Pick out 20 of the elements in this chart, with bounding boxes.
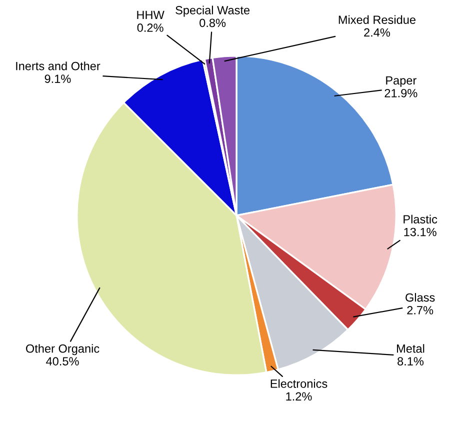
data-label: 40.5% bbox=[46, 357, 79, 366]
data-label: 8.1% bbox=[398, 357, 424, 366]
data-label: 21.9% bbox=[384, 88, 418, 98]
slice-label: HHW bbox=[137, 10, 164, 20]
data-label: 9.1% bbox=[44, 74, 71, 83]
slice-label: Metal bbox=[397, 344, 424, 353]
slice-label: Mixed Residue bbox=[338, 15, 416, 24]
data-label: 0.2% bbox=[137, 24, 164, 32]
data-label: 1.2% bbox=[286, 392, 312, 401]
slice-label: Glass bbox=[406, 293, 435, 302]
slice-label: Electronics bbox=[270, 379, 328, 388]
data-label: 2.7% bbox=[407, 306, 434, 314]
data-label: 0.8% bbox=[200, 18, 226, 28]
data-label: 13.1% bbox=[404, 228, 436, 236]
slice-label: Plastic bbox=[404, 214, 438, 224]
slice-label: Other Organic bbox=[26, 344, 100, 356]
slice-label: Inerts and Other bbox=[16, 62, 100, 70]
slice-label: Special Waste bbox=[176, 6, 250, 17]
slice-label: Paper bbox=[386, 76, 416, 87]
data-label: 2.4% bbox=[364, 28, 390, 37]
